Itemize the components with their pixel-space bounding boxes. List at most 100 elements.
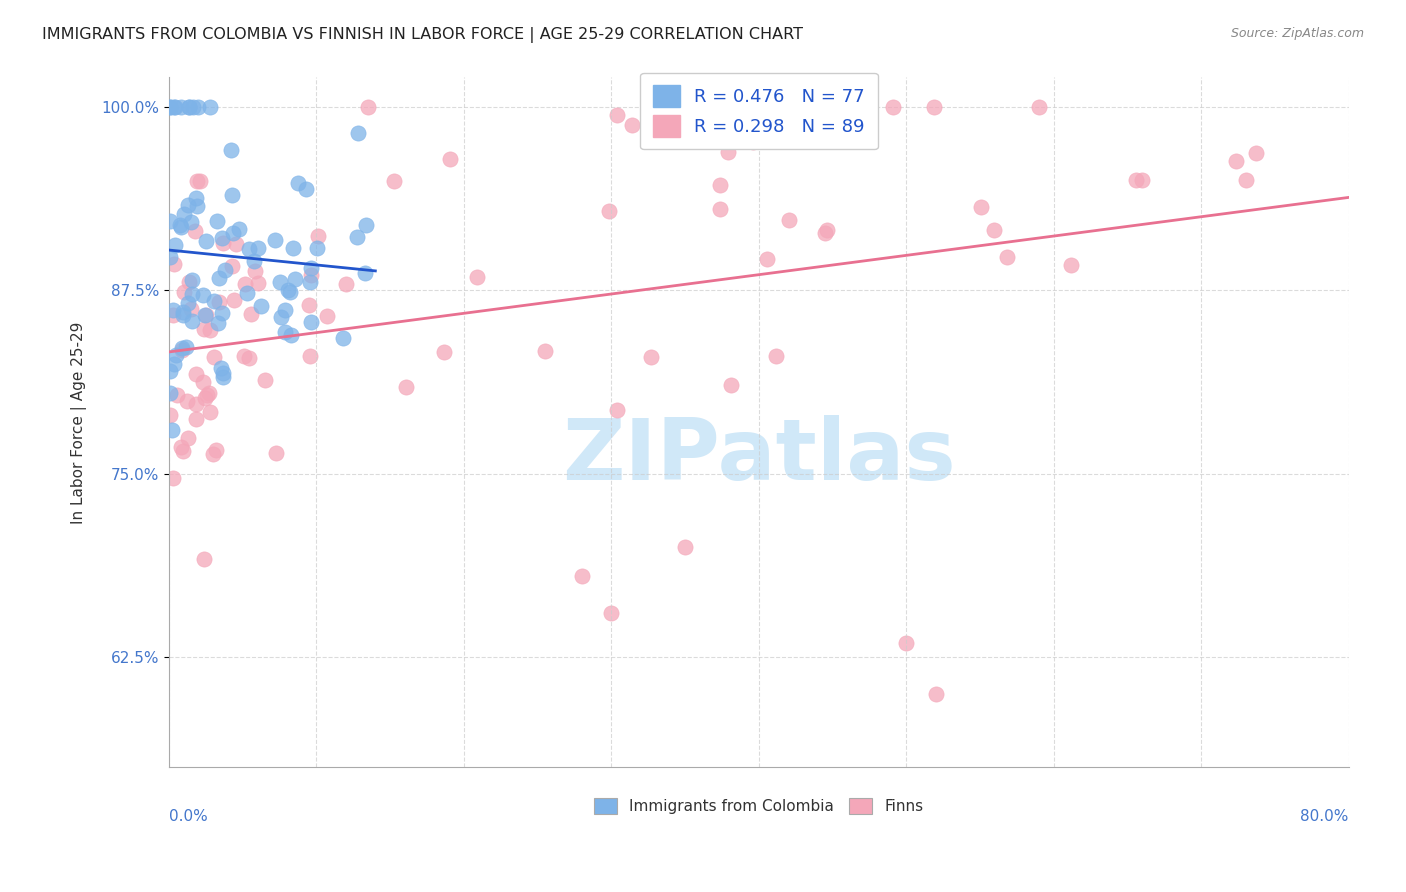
- Point: [165, 348, 187, 362]
- Point: [253, 373, 276, 387]
- Point: [228, 221, 250, 235]
- Point: [195, 234, 218, 248]
- Point: [439, 152, 461, 166]
- Point: [297, 297, 319, 311]
- Point: [159, 213, 181, 227]
- Point: [184, 367, 207, 381]
- Point: [598, 203, 620, 218]
- Point: [160, 423, 183, 437]
- Point: [264, 446, 287, 460]
- Point: [673, 540, 696, 554]
- Point: [270, 310, 292, 325]
- Point: [815, 223, 838, 237]
- Point: [197, 386, 219, 401]
- Point: [170, 100, 193, 114]
- Point: [177, 275, 200, 289]
- Point: [212, 235, 235, 250]
- Point: [1060, 258, 1083, 272]
- Point: [922, 100, 945, 114]
- Point: [315, 310, 337, 324]
- Point: [202, 293, 225, 308]
- Point: [162, 256, 184, 270]
- Point: [882, 100, 904, 114]
- Point: [278, 285, 301, 299]
- Point: [186, 199, 208, 213]
- Point: [177, 100, 200, 114]
- Point: [186, 412, 208, 426]
- Point: [382, 174, 405, 188]
- Point: [163, 100, 186, 114]
- Point: [222, 226, 245, 240]
- Point: [814, 226, 837, 240]
- Point: [232, 349, 254, 363]
- Point: [181, 273, 204, 287]
- Point: [295, 182, 318, 196]
- Point: [195, 387, 218, 401]
- Point: [467, 270, 489, 285]
- Point: [170, 220, 193, 235]
- Point: [173, 207, 195, 221]
- Point: [247, 241, 270, 255]
- Point: [269, 275, 291, 289]
- Point: [277, 284, 299, 298]
- Point: [238, 242, 260, 256]
- Point: [233, 277, 256, 292]
- Point: [281, 241, 304, 255]
- Point: [720, 378, 742, 392]
- Point: [247, 277, 270, 291]
- Point: [183, 100, 205, 114]
- Point: [765, 350, 787, 364]
- Point: [395, 380, 418, 394]
- Point: [159, 100, 181, 114]
- Point: [225, 236, 247, 251]
- Point: [173, 285, 195, 299]
- Point: [621, 119, 644, 133]
- Point: [193, 552, 215, 566]
- Point: [163, 357, 186, 371]
- Point: [198, 100, 221, 114]
- Point: [778, 213, 800, 227]
- Point: [183, 224, 205, 238]
- Point: [207, 316, 229, 330]
- Point: [716, 145, 738, 160]
- Point: [221, 187, 243, 202]
- Point: [335, 277, 357, 292]
- Point: [571, 569, 593, 583]
- Point: [170, 341, 193, 355]
- Point: [184, 191, 207, 205]
- Point: [274, 303, 297, 318]
- Text: IMMIGRANTS FROM COLOMBIA VS FINNISH IN LABOR FORCE | AGE 25-29 CORRELATION CHART: IMMIGRANTS FROM COLOMBIA VS FINNISH IN L…: [42, 27, 803, 43]
- Text: 0.0%: 0.0%: [169, 809, 208, 823]
- Point: [187, 100, 209, 114]
- Point: [207, 271, 229, 285]
- Point: [222, 293, 245, 307]
- Point: [307, 241, 329, 255]
- Point: [163, 100, 186, 114]
- Point: [741, 136, 763, 150]
- Legend: Immigrants from Colombia, Finns: Immigrants from Colombia, Finns: [586, 790, 931, 822]
- Point: [180, 302, 202, 317]
- Point: [194, 391, 217, 405]
- Point: [709, 178, 731, 192]
- Point: [195, 308, 218, 322]
- Point: [600, 606, 623, 620]
- Point: [250, 299, 273, 313]
- Point: [299, 349, 322, 363]
- Point: [298, 275, 321, 289]
- Point: [204, 350, 226, 364]
- Point: [264, 234, 287, 248]
- Point: [176, 393, 198, 408]
- Point: [238, 351, 260, 365]
- Point: [191, 375, 214, 389]
- Point: [177, 432, 200, 446]
- Point: [756, 252, 779, 266]
- Point: [299, 268, 322, 283]
- Point: [204, 442, 226, 457]
- Point: [180, 215, 202, 229]
- Point: [357, 100, 380, 114]
- Point: [186, 174, 208, 188]
- Point: [193, 287, 215, 301]
- Point: [221, 143, 243, 157]
- Point: [239, 307, 262, 321]
- Point: [162, 470, 184, 484]
